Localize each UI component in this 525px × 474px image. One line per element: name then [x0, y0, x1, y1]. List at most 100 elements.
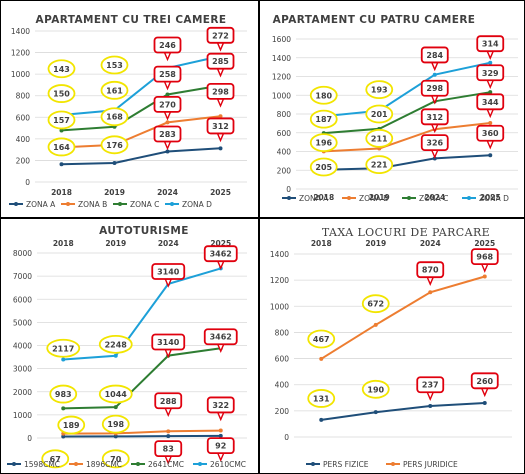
series-line-zona-d	[323, 61, 491, 118]
data-point-pers-juridice	[319, 356, 324, 361]
svg-text:326: 326	[426, 139, 443, 148]
data-point-zona-c	[488, 90, 493, 95]
y-tick-label: 0	[284, 433, 289, 442]
svg-text:180: 180	[315, 91, 332, 100]
value-callout: 153	[100, 55, 129, 75]
y-tick-label: 1200	[270, 276, 289, 285]
y-tick-label: 600	[16, 113, 31, 122]
legend-item-zona-d: ZONA D	[462, 194, 509, 203]
svg-text:150: 150	[53, 90, 70, 99]
svg-text:329: 329	[482, 69, 499, 78]
y-tick-label: 1000	[272, 91, 291, 100]
chart-title: APARTAMENT CU TREI CAMERE	[36, 14, 227, 26]
svg-text:312: 312	[212, 122, 229, 131]
value-callout: 870	[416, 261, 445, 286]
value-callout: 3462	[203, 245, 238, 270]
value-callout: 193	[365, 80, 394, 100]
svg-text:ZONA B: ZONA B	[78, 200, 107, 209]
data-point-zona-a	[218, 146, 223, 151]
value-callout: 211	[365, 128, 394, 148]
y-tick-label: 8000	[13, 249, 32, 258]
chart-title: TAXA LOCURI DE PARCARE	[322, 226, 490, 239]
svg-text:237: 237	[422, 381, 439, 390]
value-callout: 258	[153, 65, 182, 91]
value-callout: 190	[361, 379, 390, 399]
legend-item-zona-c: ZONA C	[402, 194, 448, 203]
series-line-zona-a	[323, 154, 491, 171]
y-tick-label: 1600	[272, 35, 291, 44]
y-tick-label: 1400	[11, 27, 30, 36]
legend-item-zona-c: ZONA C	[113, 200, 159, 209]
y-tick-label: 1000	[270, 302, 289, 311]
svg-text:211: 211	[371, 134, 388, 143]
series-line-2641cmc	[63, 347, 221, 410]
x-tick-label: 2018	[313, 193, 334, 202]
svg-text:258: 258	[159, 70, 176, 79]
svg-text:221: 221	[371, 161, 388, 170]
value-callout: 326	[420, 134, 449, 159]
svg-text:983: 983	[55, 390, 72, 399]
data-point-pers-fizice	[373, 410, 378, 415]
svg-text:2610CMC: 2610CMC	[210, 460, 246, 469]
svg-text:ZONA C: ZONA C	[419, 194, 448, 203]
svg-text:1896CMC: 1896CMC	[86, 460, 122, 469]
svg-text:92: 92	[215, 442, 226, 451]
x-tick-label: 2025	[480, 193, 501, 202]
svg-text:83: 83	[163, 445, 174, 454]
value-callout: 201	[365, 104, 394, 124]
svg-text:3140: 3140	[157, 268, 180, 277]
svg-text:246: 246	[159, 41, 176, 50]
data-point-zona-d	[488, 60, 493, 65]
data-point-2641cmc	[61, 406, 66, 411]
chart-title: AUTOTURISME	[99, 225, 189, 237]
x-tick-label: 2018	[311, 239, 332, 248]
value-callout: 3140	[151, 263, 186, 288]
y-tick-label: 600	[275, 355, 290, 364]
x-tick-label: 2019	[369, 193, 390, 202]
legend-item-zona-b: ZONA B	[61, 200, 107, 209]
x-tick-label: 2025	[210, 188, 231, 197]
svg-text:1044: 1044	[105, 390, 128, 399]
y-tick-label: 800	[277, 110, 292, 119]
svg-text:198: 198	[107, 420, 124, 429]
data-point-zona-a	[112, 161, 117, 166]
svg-text:467: 467	[313, 335, 330, 344]
y-tick-label: 1000	[11, 70, 30, 79]
value-callout: 164	[47, 137, 76, 157]
x-tick-label: 2024	[157, 188, 178, 197]
y-tick-label: 0	[286, 185, 291, 194]
svg-text:ZONA D: ZONA D	[479, 194, 509, 203]
value-callout: 285	[206, 52, 235, 78]
svg-text:164: 164	[53, 143, 70, 152]
chart-panel-taxa-parcare: TAXA LOCURI DE PARCARE 0 200 400 600 800 1000 1…	[259, 218, 525, 474]
x-tick-label: 2019	[104, 188, 125, 197]
value-callout: 161	[100, 80, 129, 100]
svg-text:ZONA D: ZONA D	[182, 200, 212, 209]
value-callout: 322	[206, 396, 235, 422]
y-tick-label: 1200	[272, 73, 291, 82]
chart-apartament-trei-camere: APARTAMENT CU TREI CAMERE 0 200 400 600 800 10…	[9, 14, 247, 209]
data-point-pers-fizice	[482, 401, 487, 406]
svg-text:131: 131	[313, 394, 330, 403]
y-tick-label: 400	[275, 381, 290, 390]
svg-text:344: 344	[482, 98, 499, 107]
legend-item-zona-a: ZONA A	[282, 194, 329, 203]
value-callout: 198	[101, 414, 130, 434]
value-callout: 168	[100, 107, 129, 127]
series-line-zona-b	[61, 115, 221, 149]
svg-text:190: 190	[367, 385, 384, 394]
chart-taxa-parcare: TAXA LOCURI DE PARCARE 0 200 400 600 800 1000 1…	[270, 226, 512, 469]
data-point-2610cmc	[113, 353, 118, 358]
value-callout: 205	[309, 157, 338, 177]
svg-text:ZONA A: ZONA A	[26, 200, 56, 209]
legend-item-2641cmc: 2641CMC	[131, 460, 184, 469]
y-tick-label: 2000	[13, 388, 32, 397]
series-line-pers-fizice	[321, 402, 485, 421]
svg-text:193: 193	[371, 86, 388, 95]
svg-text:PERS FIZICE: PERS FIZICE	[323, 460, 369, 469]
x-tick-label: 2018	[51, 188, 72, 197]
value-callout: 246	[153, 36, 182, 62]
y-tick-label: 1000	[13, 411, 32, 420]
svg-text:1598CMC: 1598CMC	[24, 460, 60, 469]
value-callout: 187	[309, 109, 338, 129]
